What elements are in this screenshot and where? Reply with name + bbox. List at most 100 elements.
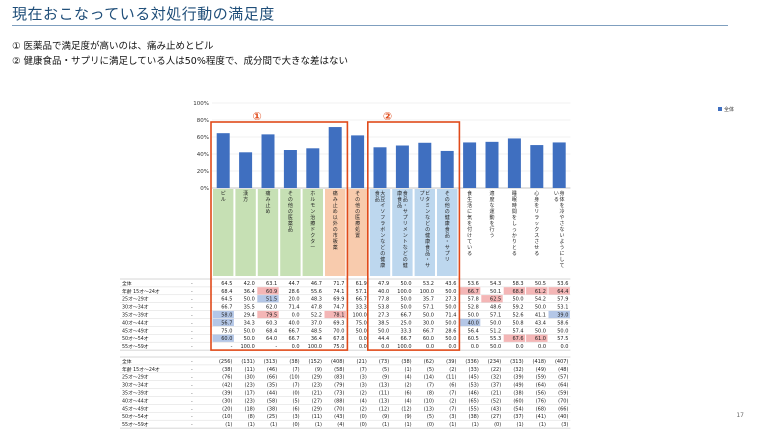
count-table-row-label-6: 45才～49才 xyxy=(122,405,149,412)
count-table-cell-1-2: (46) xyxy=(267,367,277,373)
category-cell-4 xyxy=(302,189,323,276)
count-table-cell-3-4: (23) xyxy=(312,383,322,389)
category-cell-6 xyxy=(347,189,368,276)
count-table-cell-4-0: (39) xyxy=(222,391,232,397)
count-table-cell-8-10: (1) xyxy=(449,422,456,428)
category-label-4: ホルモン治療ドクター xyxy=(310,191,315,251)
count-table-cell-5-13: (60) xyxy=(513,398,523,404)
value-table-cell-0-14: 50.5 xyxy=(535,281,546,287)
count-table-cell-0-2: (313) xyxy=(264,359,277,365)
count-table-cell-6-14: (68) xyxy=(536,406,546,412)
count-table-row-label-3: 30才～34才 xyxy=(122,382,149,389)
value-table-row-dash-3: - xyxy=(191,306,193,311)
count-table-cell-7-4: (11) xyxy=(312,414,322,420)
value-table-cell-7-13: 67.6 xyxy=(512,336,523,342)
count-table-cell-0-13: (313) xyxy=(510,359,523,365)
bar-7 xyxy=(373,147,387,188)
value-table-row-label-3: 30才～34才 xyxy=(122,304,149,311)
y-tick-label-3: 40% xyxy=(197,152,209,158)
value-table-row-dash-2: - xyxy=(191,298,193,303)
value-table-cell-7-12: 55.3 xyxy=(490,336,501,342)
category-cell-12 xyxy=(481,189,503,276)
value-table-cell-6-6: 50.0 xyxy=(356,328,367,334)
count-table-cell-7-2: (25) xyxy=(267,414,277,420)
bar-14 xyxy=(530,145,544,188)
category-cell-8 xyxy=(392,189,413,276)
count-table-cell-2-5: (83) xyxy=(334,375,344,381)
count-table-cell-8-2: (1) xyxy=(270,422,277,428)
count-table-row-label-1: 年齢 15才～24才 xyxy=(122,366,160,373)
value-table-cell-4-12: 57.1 xyxy=(490,313,501,319)
value-table-cell-6-2: 68.4 xyxy=(266,328,277,334)
count-table-cell-7-7: (9) xyxy=(382,414,389,420)
count-table-row-dash-3: - xyxy=(191,384,193,389)
count-table-cell-4-10: (7) xyxy=(449,391,456,397)
count-table-cell-4-13: (38) xyxy=(513,391,523,397)
count-table-cell-0-12: (234) xyxy=(488,359,501,365)
category-label-3: その他の医薬品 xyxy=(288,190,293,233)
count-table-cell-5-7: (13) xyxy=(379,398,389,404)
y-tick-label-2: 60% xyxy=(197,135,209,141)
count-table-cell-0-10: (39) xyxy=(446,359,456,365)
count-table-cell-5-4: (27) xyxy=(312,398,322,404)
value-table-cell-1-14: 61.2 xyxy=(535,289,546,295)
count-table-cell-7-0: (10) xyxy=(222,414,232,420)
category-cell-3 xyxy=(280,189,301,276)
value-table-cell-8-9: 0.0 xyxy=(426,344,434,350)
category-label-5: 痛み止め以外の市販薬 xyxy=(333,190,338,251)
category-label-8: 食品・サプリメントなどの健 xyxy=(403,190,408,269)
value-table-cell-3-10: 50.0 xyxy=(445,305,456,311)
count-table-cell-1-0: (38) xyxy=(222,367,232,373)
count-table-cell-0-15: (407) xyxy=(555,359,568,365)
bar-0 xyxy=(216,133,230,188)
count-table-row-dash-5: - xyxy=(191,399,193,404)
value-table-cell-0-9: 53.2 xyxy=(423,281,434,287)
count-table-cell-6-2: (38) xyxy=(267,406,277,412)
count-table-cell-7-6: (0) xyxy=(360,414,367,420)
value-table-cell-3-5: 74.7 xyxy=(333,305,344,311)
count-table-cell-4-12: (21) xyxy=(491,391,501,397)
bar-4 xyxy=(306,148,320,188)
value-table-cell-bg-4-2 xyxy=(257,310,279,319)
count-table-cell-1-14: (49) xyxy=(536,367,546,373)
count-table-cell-5-6: (4) xyxy=(360,398,367,404)
count-table-cell-3-6: (3) xyxy=(360,383,367,389)
value-table-cell-7-1: 50.0 xyxy=(244,336,255,342)
value-table-cell-6-3: 66.7 xyxy=(288,328,299,334)
count-table-cell-5-9: (10) xyxy=(424,398,434,404)
category-label-12: 適度な運動を行う xyxy=(489,190,494,239)
legend-label: 全体 xyxy=(724,106,734,113)
value-table-cell-8-6: 0.0 xyxy=(359,344,367,350)
count-table-cell-7-13: (37) xyxy=(513,414,523,420)
highlight-box-2 xyxy=(366,121,461,351)
count-table-cell-3-13: (49) xyxy=(513,383,523,389)
count-table-cell-0-0: (256) xyxy=(219,359,232,365)
value-table-cell-6-1: 50.0 xyxy=(244,328,255,334)
value-table-cell-8-8: 100.0 xyxy=(397,344,411,350)
value-table-cell-bg-7-14 xyxy=(526,334,548,342)
category-cell-5 xyxy=(325,189,346,276)
count-table-row-label-4: 35才～39才 xyxy=(122,390,149,397)
value-table-cell-0-6: 61.9 xyxy=(356,281,367,287)
count-table-cell-8-4: (1) xyxy=(315,422,322,428)
value-table-row-label-6: 45才～49才 xyxy=(122,327,149,334)
value-table-cell-4-3: 0.0 xyxy=(292,313,300,319)
count-table-row-dash-1: - xyxy=(191,368,193,373)
bar-3 xyxy=(283,150,297,188)
count-table-cell-2-2: (66) xyxy=(267,375,277,381)
value-table-cell-4-13: 52.6 xyxy=(512,313,523,319)
count-table-cell-7-3: (3) xyxy=(293,414,300,420)
page-number: 17 xyxy=(736,412,744,419)
count-table-cell-0-3: (38) xyxy=(289,359,299,365)
count-table-cell-2-6: (3) xyxy=(360,375,367,381)
value-table-cell-bg-4-0 xyxy=(212,310,234,319)
value-table-cell-4-10: 71.4 xyxy=(445,313,456,319)
count-table-cell-4-11: (46) xyxy=(469,391,479,397)
count-table-cell-7-10: (3) xyxy=(449,414,456,420)
count-table-cell-1-10: (2) xyxy=(449,367,456,373)
value-table-cell-8-12: 50.0 xyxy=(490,344,501,350)
value-table-cell-5-14: 43.4 xyxy=(535,320,546,326)
value-table-cell-1-13: 68.8 xyxy=(512,289,523,295)
count-table-cell-8-5: (4) xyxy=(337,422,344,428)
count-table-cell-6-9: (13) xyxy=(424,406,434,412)
